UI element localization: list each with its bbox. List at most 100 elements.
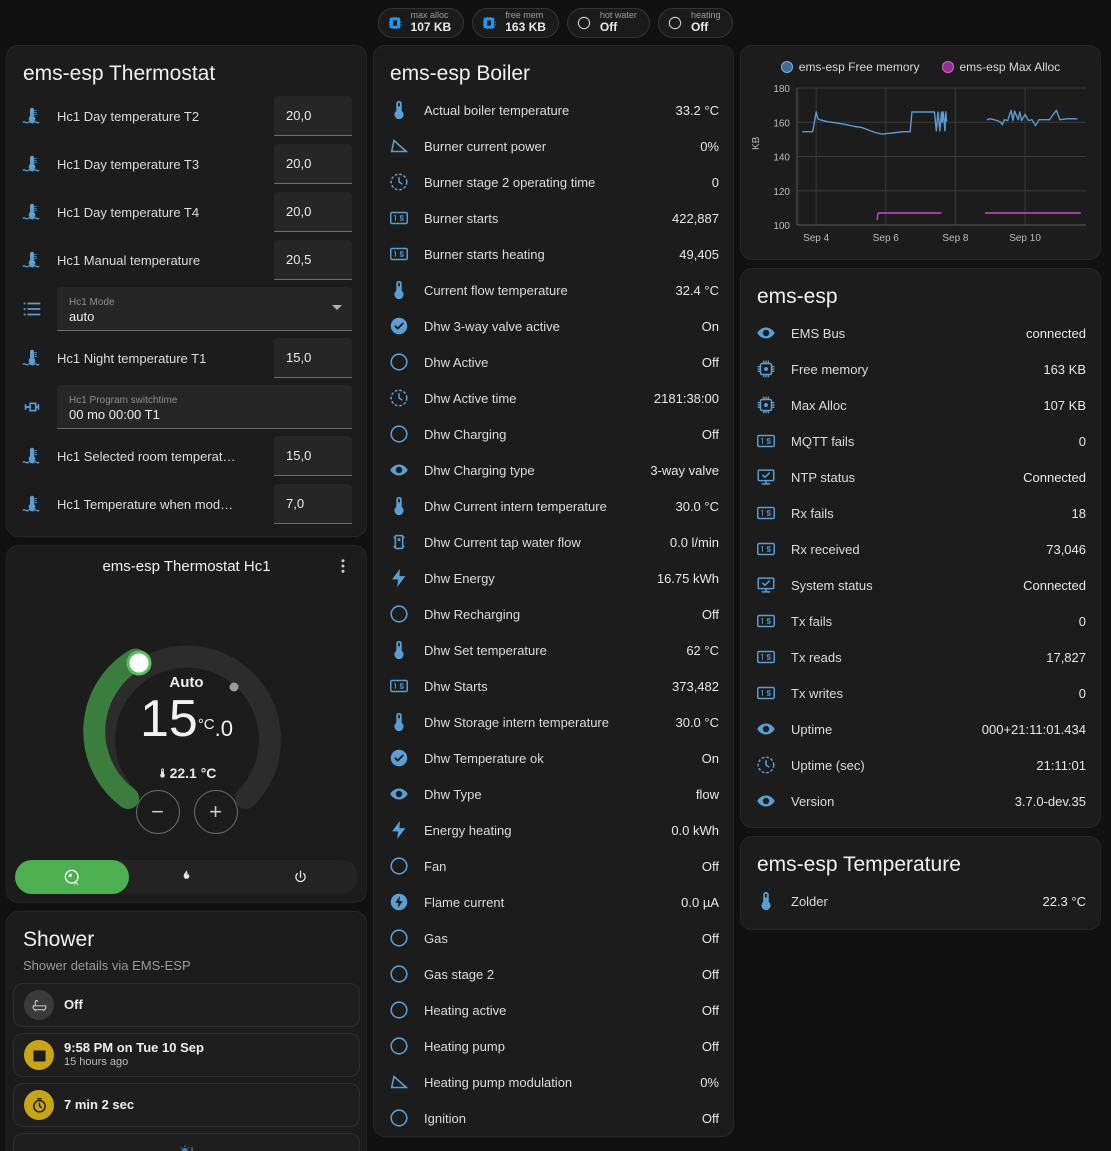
entity-row[interactable]: Heating active Off xyxy=(374,992,733,1028)
entity-row[interactable]: Heating pump Off xyxy=(374,1028,733,1064)
thermostat-number-row: Hc1 Day temperature T3 20,0 xyxy=(7,140,366,188)
entity-row[interactable]: Rx received 73,046 xyxy=(741,531,1100,567)
entity-label: Burner current power xyxy=(424,138,547,154)
entity-label: Heating pump xyxy=(424,1038,505,1054)
entity-value: 2181:38:00 xyxy=(653,390,719,406)
entity-row[interactable]: Dhw Charging type 3-way valve xyxy=(374,452,733,488)
entity-row[interactable]: EMS Bus connected xyxy=(741,315,1100,351)
circle-outline-icon xyxy=(388,423,410,445)
entity-row[interactable]: Dhw 3-way valve active On xyxy=(374,308,733,344)
entity-row[interactable]: Uptime (sec) 21:11:01 xyxy=(741,747,1100,783)
program-switchtime-input[interactable]: Hc1 Program switchtime 00 mo 00:00 T1 xyxy=(57,385,352,429)
thermostat-number-input[interactable]: 15,0 xyxy=(274,338,352,378)
mode-auto-button[interactable]: A xyxy=(15,860,130,894)
entity-row[interactable]: Dhw Current intern temperature 30.0 °C xyxy=(374,488,733,524)
mode-select[interactable]: Hc1 Mode auto xyxy=(57,287,352,331)
entity-row[interactable]: Dhw Active time 2181:38:00 xyxy=(374,380,733,416)
entity-row[interactable]: MQTT fails 0 xyxy=(741,423,1100,459)
increase-temperature-button[interactable]: + xyxy=(193,790,238,834)
dashboard-columns: ems-esp Thermostat Hc1 Day temperature T… xyxy=(0,45,1111,1151)
entity-row[interactable]: Dhw Set temperature 62 °C xyxy=(374,632,733,668)
entity-row[interactable]: Dhw Active Off xyxy=(374,344,733,380)
entity-row[interactable]: Burner stage 2 operating time 0 xyxy=(374,164,733,200)
water-thermometer-icon xyxy=(21,105,43,127)
circle-outline-icon xyxy=(388,963,410,985)
mode-heat-button[interactable] xyxy=(129,860,243,894)
entity-row[interactable]: Rx fails 18 xyxy=(741,495,1100,531)
entity-row[interactable]: System status Connected xyxy=(741,567,1100,603)
shower-partial-row[interactable] xyxy=(13,1133,360,1151)
entity-row[interactable]: Dhw Recharging Off xyxy=(374,596,733,632)
entity-row[interactable]: Tx writes 0 xyxy=(741,675,1100,711)
thermostat-row-label: Hc1 Manual temperature xyxy=(57,252,201,268)
entity-row[interactable]: Dhw Type flow xyxy=(374,776,733,812)
entity-row[interactable]: Burner starts 422,887 xyxy=(374,200,733,236)
thermostat-number-input[interactable]: 7,0 xyxy=(274,484,352,524)
entity-row[interactable]: Dhw Current tap water flow 0.0 l/min xyxy=(374,524,733,560)
entity-row[interactable]: Flame current 0.0 µA xyxy=(374,884,733,920)
entity-row[interactable]: Free memory 163 KB xyxy=(741,351,1100,387)
entity-label: Dhw Storage intern temperature xyxy=(424,714,609,730)
chip-hot-water[interactable]: hot water Off xyxy=(566,7,650,38)
entity-row[interactable]: Dhw Storage intern temperature 30.0 °C xyxy=(374,704,733,740)
entity-label: System status xyxy=(791,577,873,593)
dial-arc[interactable] xyxy=(62,586,312,836)
clock-icon xyxy=(388,171,410,193)
svg-text:Sep 4: Sep 4 xyxy=(803,233,830,244)
decrease-temperature-button[interactable]: − xyxy=(135,790,180,834)
legend-item-free-memory[interactable]: ems-esp Free memory xyxy=(780,60,920,74)
entity-row[interactable]: Energy heating 0.0 kWh xyxy=(374,812,733,848)
entity-row[interactable]: Dhw Starts 373,482 xyxy=(374,668,733,704)
entity-row[interactable]: Burner starts heating 49,405 xyxy=(374,236,733,272)
thermostat-row-label: Hc1 Selected room temperat… xyxy=(57,448,236,464)
thermostat-row-label: Hc1 Day temperature T3 xyxy=(57,156,200,172)
calendar-icon xyxy=(24,1040,54,1070)
entity-row[interactable]: Zolder 22.3 °C xyxy=(741,883,1100,919)
entity-row[interactable]: Heating pump modulation 0% xyxy=(374,1064,733,1100)
water-thermometer-icon xyxy=(21,249,43,271)
shower-entity-row[interactable]: Off xyxy=(13,983,360,1027)
entity-row[interactable]: Gas stage 2 Off xyxy=(374,956,733,992)
thermostat-number-input[interactable]: 15,0 xyxy=(274,436,352,476)
entity-label: Energy heating xyxy=(424,822,512,838)
legend-item-max-alloc[interactable]: ems-esp Max Alloc xyxy=(941,60,1060,74)
thermostat-number-input[interactable]: 20,0 xyxy=(274,144,352,184)
shower-entity-row[interactable]: 7 min 2 sec xyxy=(13,1083,360,1127)
entity-row[interactable]: Dhw Temperature ok On xyxy=(374,740,733,776)
chip-max-alloc[interactable]: max alloc 107 KB xyxy=(377,7,465,38)
thermostat-number-input[interactable]: 20,0 xyxy=(274,192,352,232)
entity-row[interactable]: NTP status Connected xyxy=(741,459,1100,495)
entity-row[interactable]: Gas Off xyxy=(374,920,733,956)
chart-plot-area[interactable]: KB 100 120 140 160 180 Sep 4 Sep 6 Sep 8 Sep 10 xyxy=(749,78,1092,253)
entity-value: 0 xyxy=(711,174,719,190)
entity-row[interactable]: Current flow temperature 32.4 °C xyxy=(374,272,733,308)
mode-off-button[interactable] xyxy=(244,860,358,894)
gauge-icon xyxy=(388,135,410,157)
entity-label: Gas xyxy=(424,930,448,946)
entity-row[interactable]: Dhw Charging Off xyxy=(374,416,733,452)
entity-row[interactable]: Tx fails 0 xyxy=(741,603,1100,639)
entity-row[interactable]: Max Alloc 107 KB xyxy=(741,387,1100,423)
entity-row[interactable]: Burner current power 0% xyxy=(374,128,733,164)
entity-row[interactable]: Dhw Energy 16.75 kWh xyxy=(374,560,733,596)
entity-value: 107 KB xyxy=(1043,397,1086,413)
thermostat-number-input[interactable]: 20,0 xyxy=(274,96,352,136)
monitor-check-icon xyxy=(755,466,777,488)
counter-icon xyxy=(755,502,777,524)
shower-row-primary: Off xyxy=(64,996,83,1012)
boiler-title: ems-esp Boiler xyxy=(390,62,531,85)
entity-row[interactable]: Uptime 000+21:11:01.434 xyxy=(741,711,1100,747)
entity-row[interactable]: Fan Off xyxy=(374,848,733,884)
dots-vertical-icon[interactable] xyxy=(334,556,352,576)
page-title: ems-esp Thermostat xyxy=(23,62,216,85)
entity-row[interactable]: Version 3.7.0-dev.35 xyxy=(741,783,1100,819)
chip-heating[interactable]: heating Off xyxy=(657,7,734,38)
entity-row[interactable]: Actual boiler temperature 33.2 °C xyxy=(374,92,733,128)
entity-row[interactable]: Ignition Off xyxy=(374,1100,733,1136)
chip-free-mem[interactable]: free mem 163 KB xyxy=(472,7,559,38)
entity-row[interactable]: Tx reads 17,827 xyxy=(741,639,1100,675)
shower-entity-row[interactable]: 9:58 PM on Tue 10 Sep 15 hours ago xyxy=(13,1033,360,1077)
entity-label: Dhw Recharging xyxy=(424,606,521,622)
entity-label: Tx writes xyxy=(791,685,843,701)
thermostat-number-input[interactable]: 20,5 xyxy=(274,240,352,280)
